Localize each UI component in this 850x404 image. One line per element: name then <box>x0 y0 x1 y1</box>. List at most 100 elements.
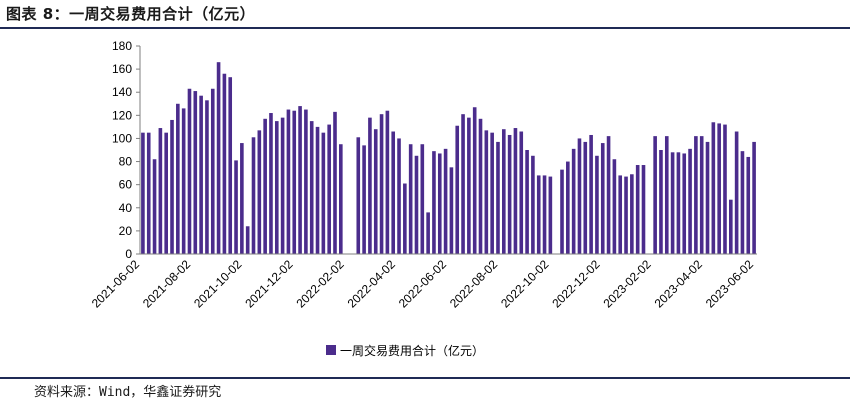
bar <box>583 141 588 254</box>
bar <box>734 131 739 254</box>
bar <box>274 121 279 254</box>
source-note: 资料来源：Wind，华鑫证券研究 <box>34 385 222 400</box>
bar <box>263 118 267 254</box>
y-tick-label: 160 <box>112 62 132 76</box>
bar <box>519 131 524 254</box>
bar <box>664 136 669 254</box>
y-tick-label: 100 <box>112 131 132 145</box>
x-tick-label: 2022-02-02 <box>293 257 347 311</box>
bar <box>146 132 151 254</box>
bar <box>234 160 238 254</box>
top-divider <box>0 27 850 29</box>
bar <box>414 155 419 254</box>
bar <box>472 107 477 254</box>
bar <box>525 150 529 254</box>
bar <box>170 119 174 254</box>
bar <box>630 174 634 254</box>
bar <box>688 148 692 254</box>
x-tick-label: 2022-04-02 <box>345 257 399 311</box>
bar <box>606 136 611 254</box>
bar <box>618 175 623 254</box>
bar <box>373 129 378 254</box>
x-tick-label: 2023-06-02 <box>703 257 757 311</box>
bar <box>210 88 215 254</box>
bar <box>740 151 745 254</box>
bar <box>356 137 361 254</box>
bar <box>496 141 500 254</box>
bar <box>181 108 186 255</box>
chart-title: 图表 8：一周交易费用合计（亿元） <box>6 5 256 23</box>
bar <box>280 117 285 255</box>
bar <box>676 152 681 254</box>
bottom-divider <box>0 377 850 379</box>
bar <box>682 153 687 254</box>
x-tick-label: 2021-06-02 <box>89 257 143 311</box>
bar <box>624 176 628 254</box>
bar <box>432 151 436 254</box>
bar <box>245 226 250 254</box>
y-tick-label: 0 <box>125 247 132 261</box>
legend-swatch <box>326 345 336 355</box>
bar <box>507 134 512 254</box>
bar <box>635 165 640 254</box>
x-tick-label: 2021-08-02 <box>140 257 194 311</box>
bar <box>426 212 430 254</box>
bar <box>298 106 302 254</box>
bar <box>368 117 372 255</box>
bar <box>240 143 244 254</box>
y-tick-label: 60 <box>119 178 133 192</box>
bar <box>694 136 698 254</box>
x-tick-label: 2022-12-02 <box>549 257 603 311</box>
bar <box>152 159 157 254</box>
bar <box>286 109 291 254</box>
bar <box>455 125 460 254</box>
bar <box>304 109 308 254</box>
bar <box>612 159 617 254</box>
bar <box>566 161 570 254</box>
bar <box>257 130 262 254</box>
bar <box>752 141 756 254</box>
x-tick-label: 2022-10-02 <box>498 257 552 311</box>
bar <box>449 167 454 254</box>
bar <box>420 144 425 254</box>
bar <box>141 132 145 254</box>
bar <box>699 136 704 254</box>
bar <box>164 132 168 254</box>
bar <box>589 134 593 254</box>
bar <box>315 126 320 254</box>
bar <box>379 114 384 254</box>
bar <box>403 183 407 254</box>
bar <box>531 155 535 254</box>
bar <box>501 129 506 254</box>
y-tick-label: 120 <box>112 108 132 122</box>
bar <box>641 165 646 254</box>
bar <box>269 113 273 255</box>
x-tick-label: 2021-12-02 <box>242 257 296 311</box>
bar <box>339 144 343 254</box>
bar <box>176 103 180 255</box>
y-tick-label: 180 <box>112 39 132 53</box>
bar <box>670 152 675 254</box>
bar <box>193 91 198 254</box>
x-tick-label: 2022-08-02 <box>447 257 501 311</box>
bar <box>216 62 221 254</box>
bar <box>560 169 564 254</box>
bar <box>467 117 471 255</box>
x-tick-label: 2023-04-02 <box>652 257 706 311</box>
x-tick-label: 2021-10-02 <box>191 257 245 311</box>
bar <box>653 136 657 254</box>
bar <box>723 124 727 254</box>
x-tick-label: 2022-06-02 <box>396 257 450 311</box>
bar <box>187 88 192 254</box>
bar <box>321 132 326 254</box>
bar <box>222 73 227 254</box>
bar <box>536 175 541 254</box>
bar <box>729 199 733 254</box>
bar <box>490 132 494 254</box>
y-tick-label: 140 <box>112 85 132 99</box>
bar <box>385 110 390 254</box>
bar <box>461 114 465 254</box>
bar <box>443 148 448 254</box>
bar <box>484 130 489 254</box>
